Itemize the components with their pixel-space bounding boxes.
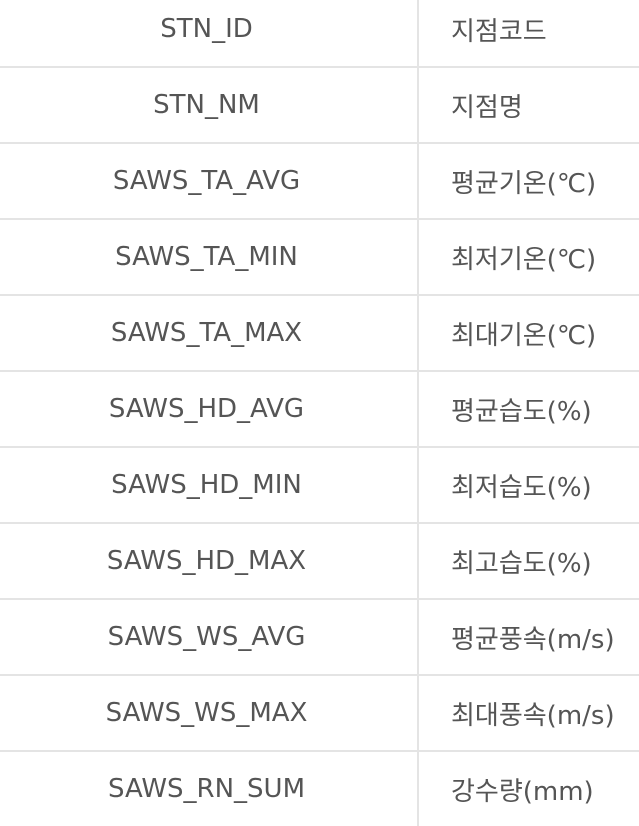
field-code-cell: SAWS_HD_MAX xyxy=(0,523,419,600)
table-row: SAWS_HD_MAX 최고습도(%) xyxy=(0,523,639,600)
field-description-cell: 평균기온(℃) xyxy=(418,143,639,220)
field-code-cell: SAWS_HD_MIN xyxy=(0,447,419,524)
field-description-cell: 최저습도(%) xyxy=(418,447,639,524)
field-code-cell: SAWS_TA_AVG xyxy=(0,143,419,220)
field-code-cell: SAWS_WS_MAX xyxy=(0,675,419,752)
table-row: SAWS_TA_MAX 최대기온(℃) xyxy=(0,295,639,372)
field-code-cell: SAWS_WS_AVG xyxy=(0,599,419,676)
field-code-cell: SAWS_TA_MAX xyxy=(0,295,419,372)
field-description-cell: 평균습도(%) xyxy=(418,371,639,448)
field-description-cell: 지점명 xyxy=(418,67,639,144)
field-code-cell: SAWS_RN_SUM xyxy=(0,751,419,826)
field-description-cell: 최고습도(%) xyxy=(418,523,639,600)
field-code-cell: STN_ID xyxy=(0,0,419,68)
table-row: STN_NM 지점명 xyxy=(0,67,639,144)
field-description-cell: 최대풍속(m/s) xyxy=(418,675,639,752)
table-row: SAWS_TA_AVG 평균기온(℃) xyxy=(0,143,639,220)
field-code-cell: SAWS_HD_AVG xyxy=(0,371,419,448)
table-row: SAWS_HD_MIN 최저습도(%) xyxy=(0,447,639,524)
field-description-cell: 강수량(mm) xyxy=(451,776,594,807)
field-description-cell: 최대기온(℃) xyxy=(418,295,639,372)
field-description-cell: 최저기온(℃) xyxy=(418,219,639,296)
table-row: SAWS_WS_MAX 최대풍속(m/s) xyxy=(0,675,639,752)
field-description-cell: 평균풍속(m/s) xyxy=(418,599,639,676)
table-row: SAWS_WS_AVG 평균풍속(m/s) xyxy=(0,599,639,676)
table-row: SAWS_HD_AVG 평균습도(%) xyxy=(0,371,639,448)
field-code-cell: SAWS_TA_MIN xyxy=(0,219,419,296)
table-row: STN_ID 지점코드 xyxy=(0,0,639,68)
field-code-cell: STN_NM xyxy=(0,67,419,144)
field-description-cell: 지점코드 xyxy=(418,0,639,68)
table-row: SAWS_RN_SUM 강수량(mm) xyxy=(0,751,639,826)
table-row: SAWS_TA_MIN 최저기온(℃) xyxy=(0,219,639,296)
